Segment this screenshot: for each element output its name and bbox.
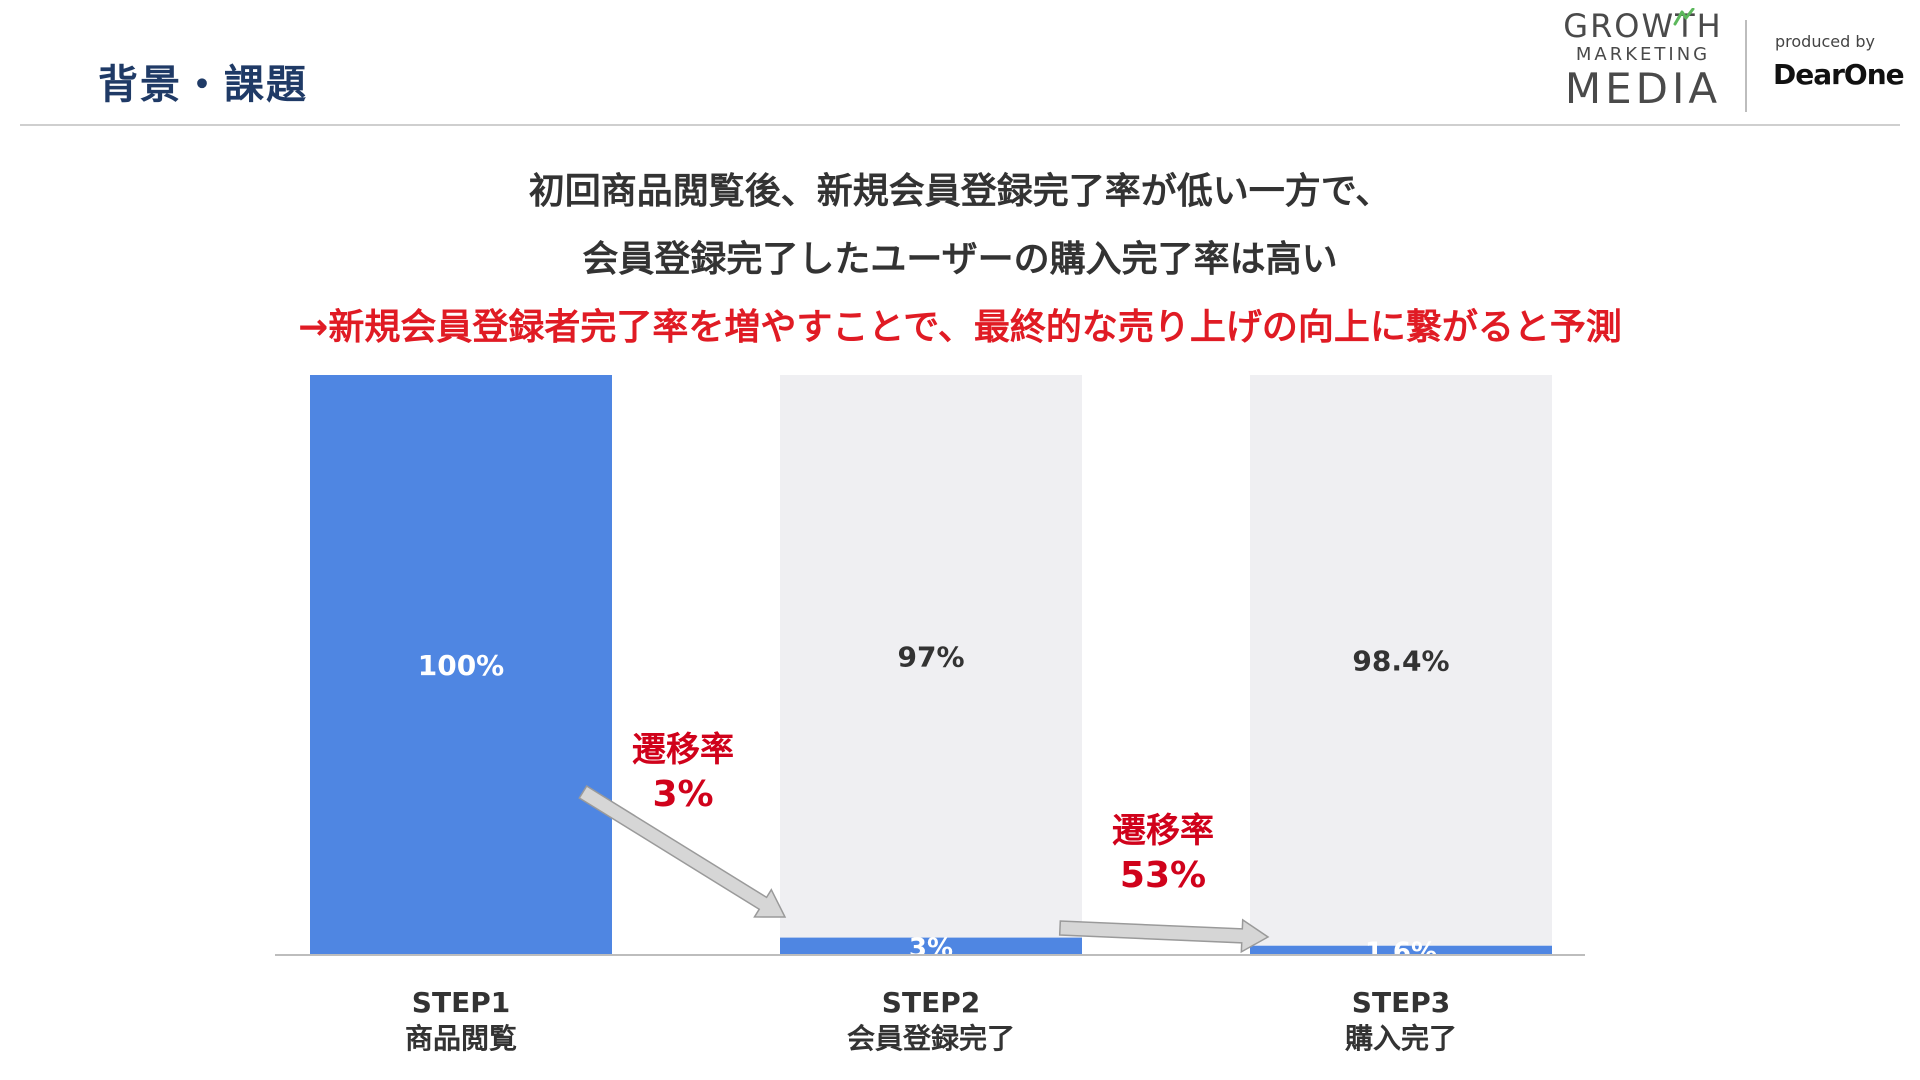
transition-rate-label-1: 遷移率 — [632, 730, 734, 770]
tick-label-step-3: STEP3 — [1352, 986, 1450, 1019]
transition-rate-value-1: 3% — [652, 774, 713, 815]
logo-line-marketing: MARKETING — [1575, 44, 1711, 65]
tick-label-step-2: STEP2 — [882, 986, 980, 1019]
logo-line-growth: GROWTH — [1563, 7, 1723, 45]
bar-completed-1 — [310, 375, 612, 955]
page-title: 背景・課題 — [98, 62, 308, 108]
logo-line-media: MEDIA — [1564, 64, 1722, 113]
data-label-completed-2: 3% — [909, 933, 953, 963]
bar-completed-3 — [1250, 945, 1552, 955]
dearone-logo: DearOne — [1773, 58, 1905, 91]
data-label-completed-3: 1.6% — [1365, 937, 1437, 967]
bar-remaining-2 — [780, 375, 1082, 938]
headline-line-2: 会員登録完了したユーザーの購入完了率は高い — [582, 239, 1338, 280]
leaf-icon — [1673, 8, 1695, 26]
tick-label-step-1: STEP1 — [412, 986, 510, 1019]
bar-remaining-3 — [1250, 375, 1552, 946]
tick-label-name-3: 購入完了 — [1345, 1022, 1457, 1055]
transition-rate-label-2: 遷移率 — [1112, 811, 1214, 851]
bar-completed-2 — [780, 937, 1082, 955]
growth-marketing-media-logo: GROWTH MARKETING MEDIA — [1555, 8, 1731, 112]
headline-highlight: →新規会員登録者完了率を増やすことで、最終的な売り上げの向上に繋がると予測 — [298, 307, 1622, 348]
headline-line-1: 初回商品閲覧後、新規会員登録完了率が低い一方で、 — [528, 171, 1392, 212]
transition-rate-value-2: 53% — [1120, 855, 1206, 896]
transition-arrow-2 — [1058, 918, 1270, 954]
transition-arrow-1 — [578, 785, 787, 918]
tick-label-name-2: 会員登録完了 — [847, 1022, 1015, 1055]
tick-label-name-1: 商品閲覧 — [405, 1022, 517, 1055]
data-label-completed-1: 100% — [418, 649, 505, 682]
logo-divider — [1745, 20, 1747, 112]
header-divider — [20, 124, 1900, 126]
data-label-remaining-2: 97% — [897, 640, 964, 673]
produced-by-label: produced by — [1775, 32, 1875, 51]
data-label-remaining-3: 98.4% — [1352, 644, 1449, 677]
